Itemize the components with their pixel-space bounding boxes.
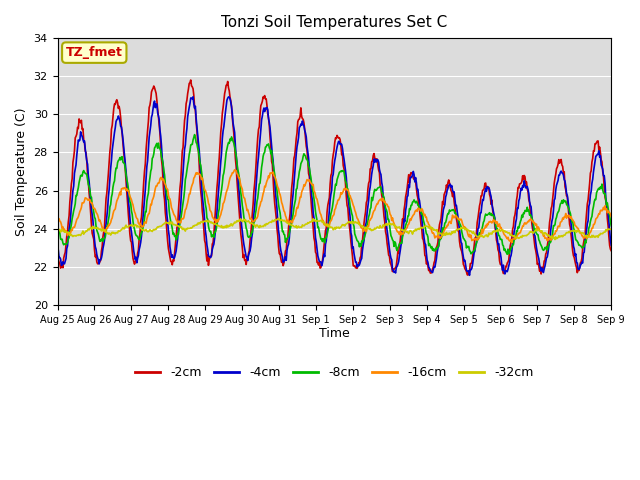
Line: -16cm: -16cm	[58, 170, 611, 243]
-16cm	[403, 226, 410, 231]
Line: -2cm: -2cm	[58, 80, 611, 275]
-2cm	[177, 178, 184, 184]
-16cm	[508, 240, 516, 246]
-2cm	[54, 247, 61, 253]
-4cm	[189, 94, 197, 100]
-16cm	[206, 207, 214, 213]
-4cm	[403, 203, 410, 209]
-16cm	[607, 214, 615, 219]
-4cm	[177, 202, 184, 207]
-16cm	[54, 212, 61, 218]
-4cm	[207, 254, 214, 260]
-2cm	[607, 248, 615, 253]
-32cm	[275, 216, 282, 221]
-32cm	[403, 229, 410, 235]
Y-axis label: Soil Temperature (C): Soil Temperature (C)	[15, 108, 28, 236]
-4cm	[54, 244, 61, 250]
-32cm	[419, 225, 426, 231]
-16cm	[121, 185, 129, 191]
-4cm	[607, 242, 615, 248]
-2cm	[121, 156, 129, 162]
Text: TZ_fmet: TZ_fmet	[66, 46, 123, 59]
-32cm	[121, 226, 129, 232]
-8cm	[419, 210, 426, 216]
-2cm	[403, 190, 410, 196]
-8cm	[177, 216, 184, 222]
-8cm	[191, 132, 198, 137]
-4cm	[466, 273, 474, 278]
-4cm	[121, 153, 129, 159]
Line: -4cm: -4cm	[58, 97, 611, 276]
-32cm	[177, 224, 184, 230]
-8cm	[504, 252, 511, 257]
-8cm	[207, 228, 214, 234]
-32cm	[206, 219, 214, 225]
-4cm	[64, 243, 72, 249]
-2cm	[207, 253, 214, 259]
Legend: -2cm, -4cm, -8cm, -16cm, -32cm: -2cm, -4cm, -8cm, -16cm, -32cm	[130, 361, 538, 384]
-16cm	[64, 233, 72, 239]
-8cm	[403, 220, 410, 226]
Line: -8cm: -8cm	[58, 134, 611, 254]
-32cm	[551, 237, 559, 242]
-16cm	[231, 167, 239, 173]
-8cm	[54, 225, 61, 231]
-32cm	[607, 226, 615, 232]
-2cm	[419, 236, 426, 241]
-8cm	[121, 161, 129, 167]
-32cm	[54, 225, 61, 231]
-4cm	[419, 224, 426, 229]
-2cm	[64, 228, 72, 233]
-16cm	[419, 207, 426, 213]
-8cm	[607, 223, 615, 228]
X-axis label: Time: Time	[319, 327, 349, 340]
-2cm	[464, 272, 472, 278]
Line: -32cm: -32cm	[58, 218, 611, 240]
-2cm	[187, 77, 195, 83]
-16cm	[177, 220, 184, 226]
Title: Tonzi Soil Temperatures Set C: Tonzi Soil Temperatures Set C	[221, 15, 447, 30]
-8cm	[64, 239, 72, 245]
-32cm	[64, 229, 72, 235]
